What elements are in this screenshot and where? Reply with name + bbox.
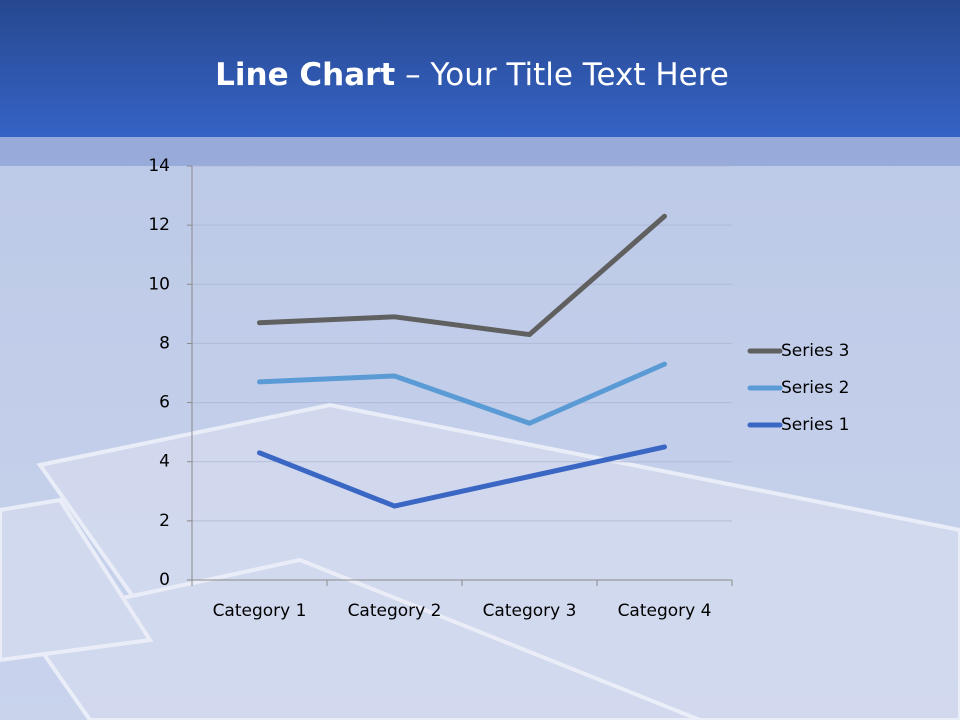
title-bold: Line Chart bbox=[215, 57, 395, 93]
header bbox=[0, 0, 960, 137]
y-tick-label: 12 bbox=[148, 215, 170, 235]
title-rest: – Your Title Text Here bbox=[405, 57, 729, 93]
header-band bbox=[0, 137, 960, 166]
y-tick-label: 4 bbox=[159, 452, 170, 472]
y-tick-label: 10 bbox=[148, 274, 170, 294]
y-tick-label: 2 bbox=[159, 511, 170, 531]
legend-label: Series 3 bbox=[781, 341, 850, 361]
y-tick-label: 14 bbox=[148, 156, 170, 176]
series-line bbox=[257, 361, 667, 426]
x-tick-label: Category 1 bbox=[213, 601, 307, 621]
x-tick-label: Category 3 bbox=[483, 601, 577, 621]
y-tick-label: 0 bbox=[159, 570, 170, 590]
legend-label: Series 2 bbox=[781, 378, 850, 398]
series-line bbox=[257, 444, 667, 509]
series-line bbox=[257, 213, 667, 338]
chart: 0 2 4 6 8 10 12 14 Category 1 Category 2 Category … bbox=[148, 156, 849, 621]
legend-label: Series 1 bbox=[781, 415, 850, 435]
solar-panels bbox=[0, 402, 960, 720]
x-tick-label: Category 4 bbox=[618, 601, 712, 621]
x-tick-label: Category 2 bbox=[348, 601, 442, 621]
y-tick-label: 8 bbox=[159, 333, 170, 353]
slide-title: Line Chart – Your Title Text Here bbox=[215, 57, 729, 93]
y-tick-label: 6 bbox=[159, 393, 170, 413]
